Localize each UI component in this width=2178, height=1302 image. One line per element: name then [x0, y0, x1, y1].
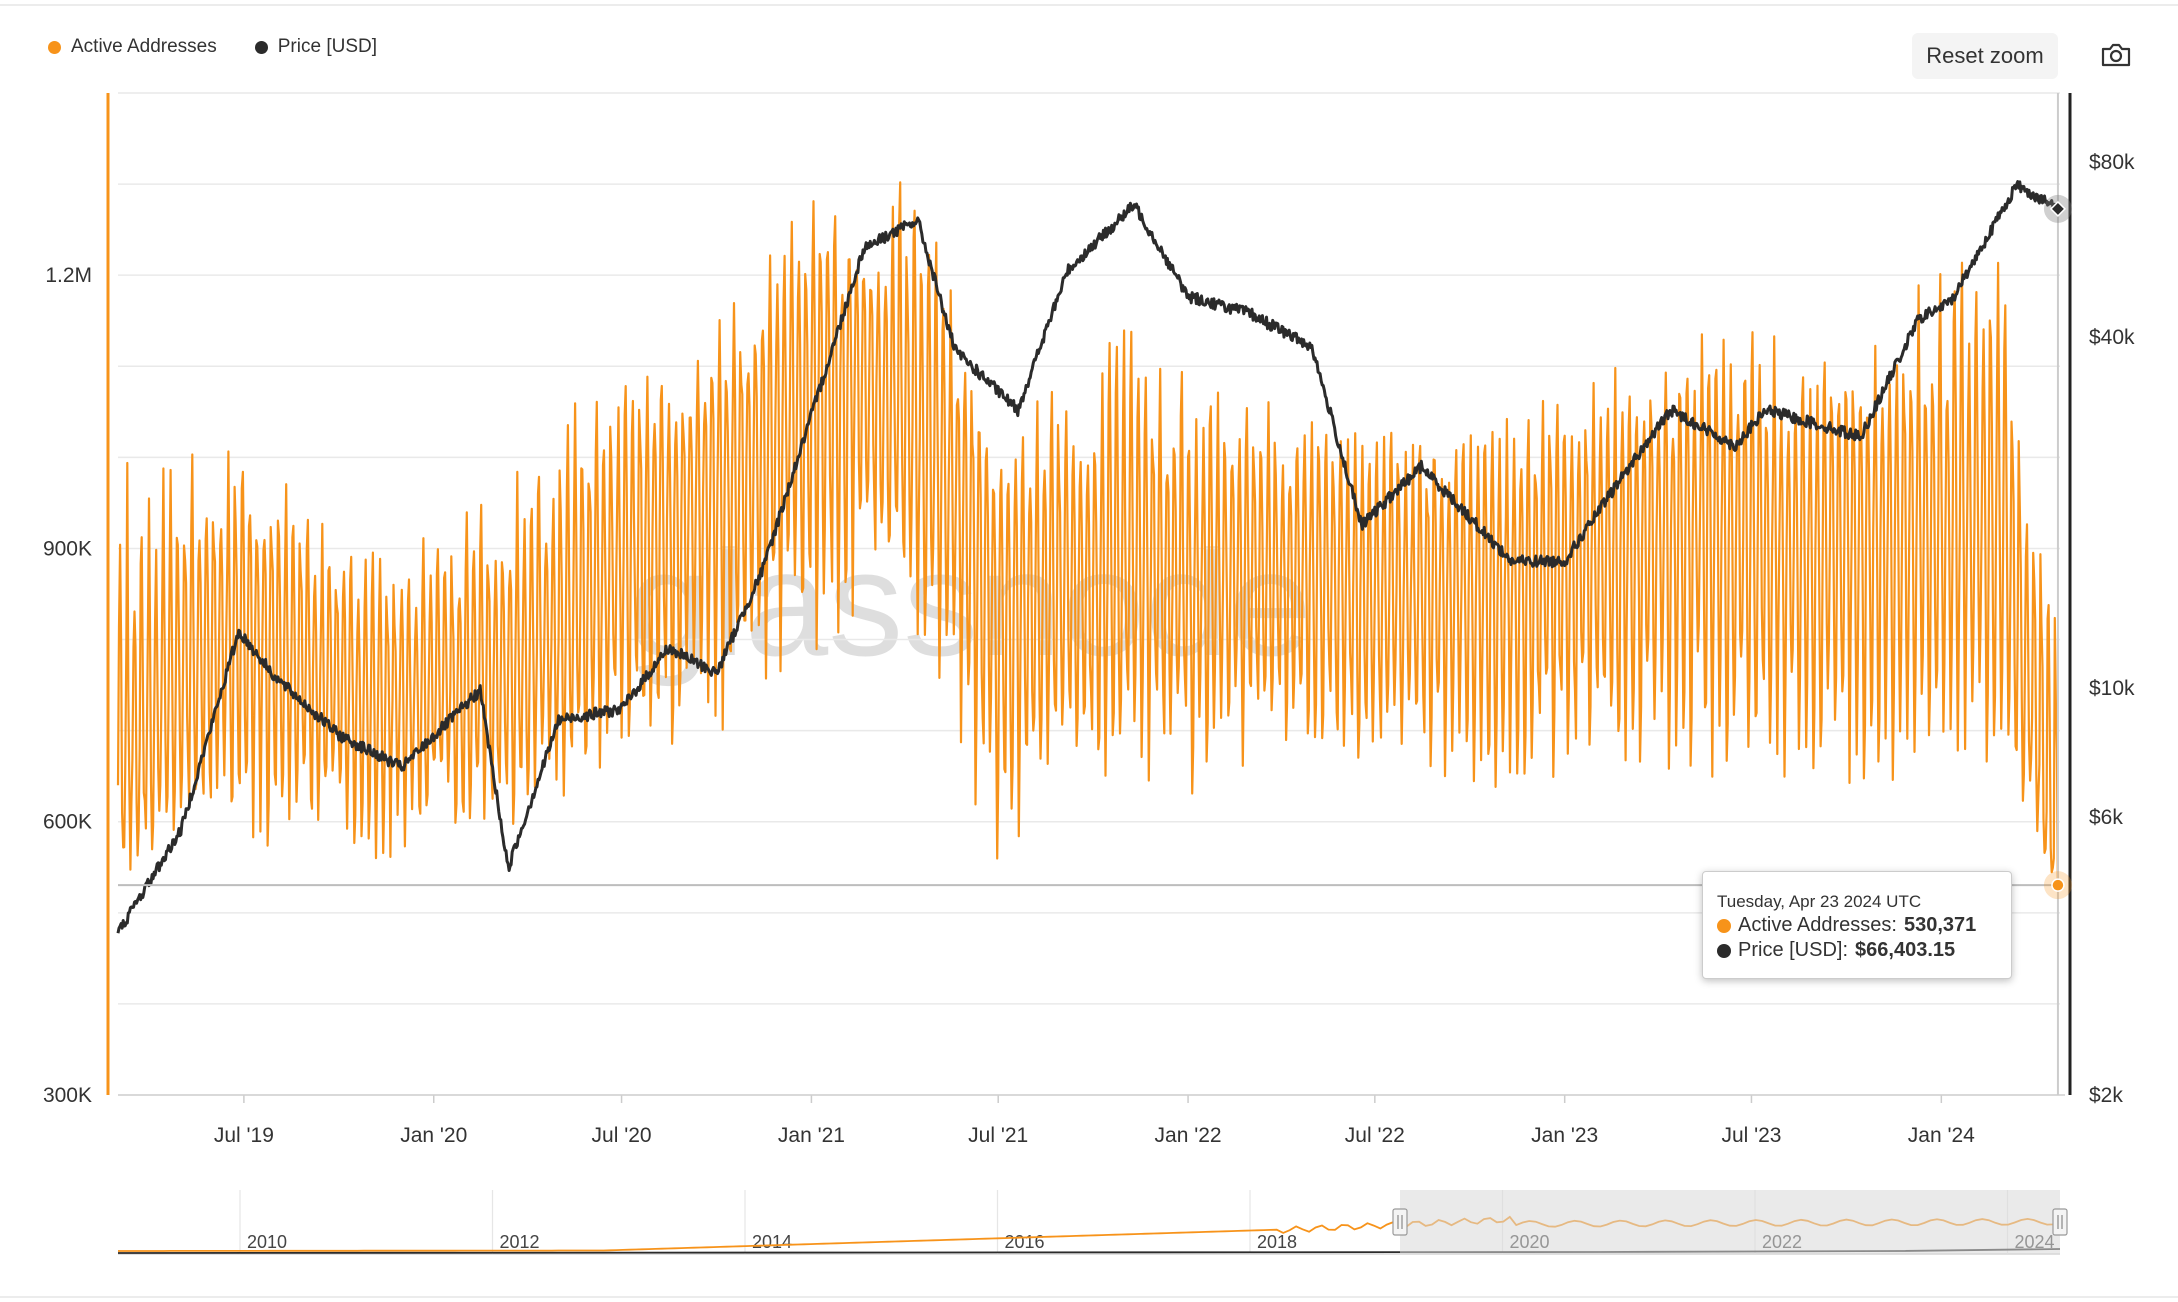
y-tick-label-left: 600K	[43, 811, 92, 834]
navigator-year-label: 2014	[752, 1232, 792, 1252]
y-tick-label-right: $10k	[2089, 677, 2135, 700]
active-addresses-dot-icon	[1717, 918, 1731, 933]
hover-marker-price	[2049, 200, 2067, 217]
y-tick-label-right: $80k	[2089, 151, 2135, 174]
y-tick-label-left: 300K	[43, 1084, 92, 1107]
navigator-year-label: 2016	[1005, 1232, 1045, 1252]
y-tick-label-left: 1.2M	[45, 264, 92, 287]
hover-marker-active-addresses	[2051, 878, 2065, 892]
navigator-handle-left	[1392, 1208, 1408, 1236]
legend-label-active-addresses: Active Addresses	[71, 36, 217, 57]
tooltip: Tuesday, Apr 23 2024 UTC Active Addresse…	[1702, 871, 2012, 979]
y-tick-label-right: $2k	[2089, 1084, 2123, 1107]
x-tick-label: Jul '23	[1721, 1124, 1781, 1147]
legend-item-active-addresses[interactable]: Active Addresses	[48, 36, 217, 58]
active-addresses-line	[116, 181, 2059, 889]
x-tick-label: Jan '24	[1908, 1124, 1975, 1147]
navigator-handle-right	[2052, 1208, 2068, 1236]
x-tick-label: Jan '20	[400, 1124, 467, 1147]
price-line	[116, 180, 2060, 934]
y-tick-label-left: 900K	[43, 537, 92, 560]
navigator-year-label: 2012	[500, 1232, 540, 1252]
tooltip-label-price: Price [USD]:	[1738, 939, 1849, 961]
camera-icon[interactable]	[2100, 40, 2132, 70]
x-tick-label: Jan '21	[778, 1124, 845, 1147]
tooltip-date: Tuesday, Apr 23 2024 UTC	[1717, 892, 1922, 911]
legend-label-price: Price [USD]	[277, 36, 377, 57]
x-tick-label: Jul '22	[1345, 1124, 1405, 1147]
y-tick-label-right: $6k	[2089, 806, 2123, 829]
price-dot-icon	[254, 40, 268, 54]
y-tick-label-right: $40k	[2089, 326, 2135, 349]
legend-item-price[interactable]: Price [USD]	[254, 36, 377, 58]
navigator-selection	[1400, 1190, 2060, 1254]
x-tick-label: Jan '23	[1531, 1124, 1598, 1147]
x-tick-label: Jul '21	[968, 1124, 1028, 1147]
navigator-year-label: 2010	[247, 1232, 287, 1252]
legend: Active Addresses Price [USD]	[48, 36, 377, 58]
tooltip-value-active-addresses: 530,371	[1903, 914, 1977, 936]
x-tick-label: Jul '19	[214, 1124, 274, 1147]
price-dot-icon	[1717, 943, 1731, 958]
x-tick-label: Jan '22	[1155, 1124, 1222, 1147]
x-tick-label: Jul '20	[592, 1124, 652, 1147]
navigator-year-label: 2018	[1257, 1232, 1297, 1252]
tooltip-label-active-addresses: Active Addresses:	[1738, 914, 1897, 936]
active-addresses-dot-icon	[48, 40, 61, 54]
tooltip-row-price: Price [USD]: $66,403.15	[1717, 939, 1955, 962]
navigator[interactable]: 20102012201420162018202020222024	[117, 1190, 2068, 1255]
axes: 1.2M 900K 600K 300K $80k $40k $10k $6k $2k Jul '1…	[43, 93, 2135, 1147]
tooltip-value-price: $66,403.15	[1855, 939, 1956, 961]
price-series	[116, 180, 2060, 934]
reset-zoom-button[interactable]: Reset zoom	[1912, 33, 2058, 79]
active-addresses-series	[116, 181, 2059, 889]
tooltip-row-active-addresses: Active Addresses: 530,371	[1717, 914, 1976, 937]
